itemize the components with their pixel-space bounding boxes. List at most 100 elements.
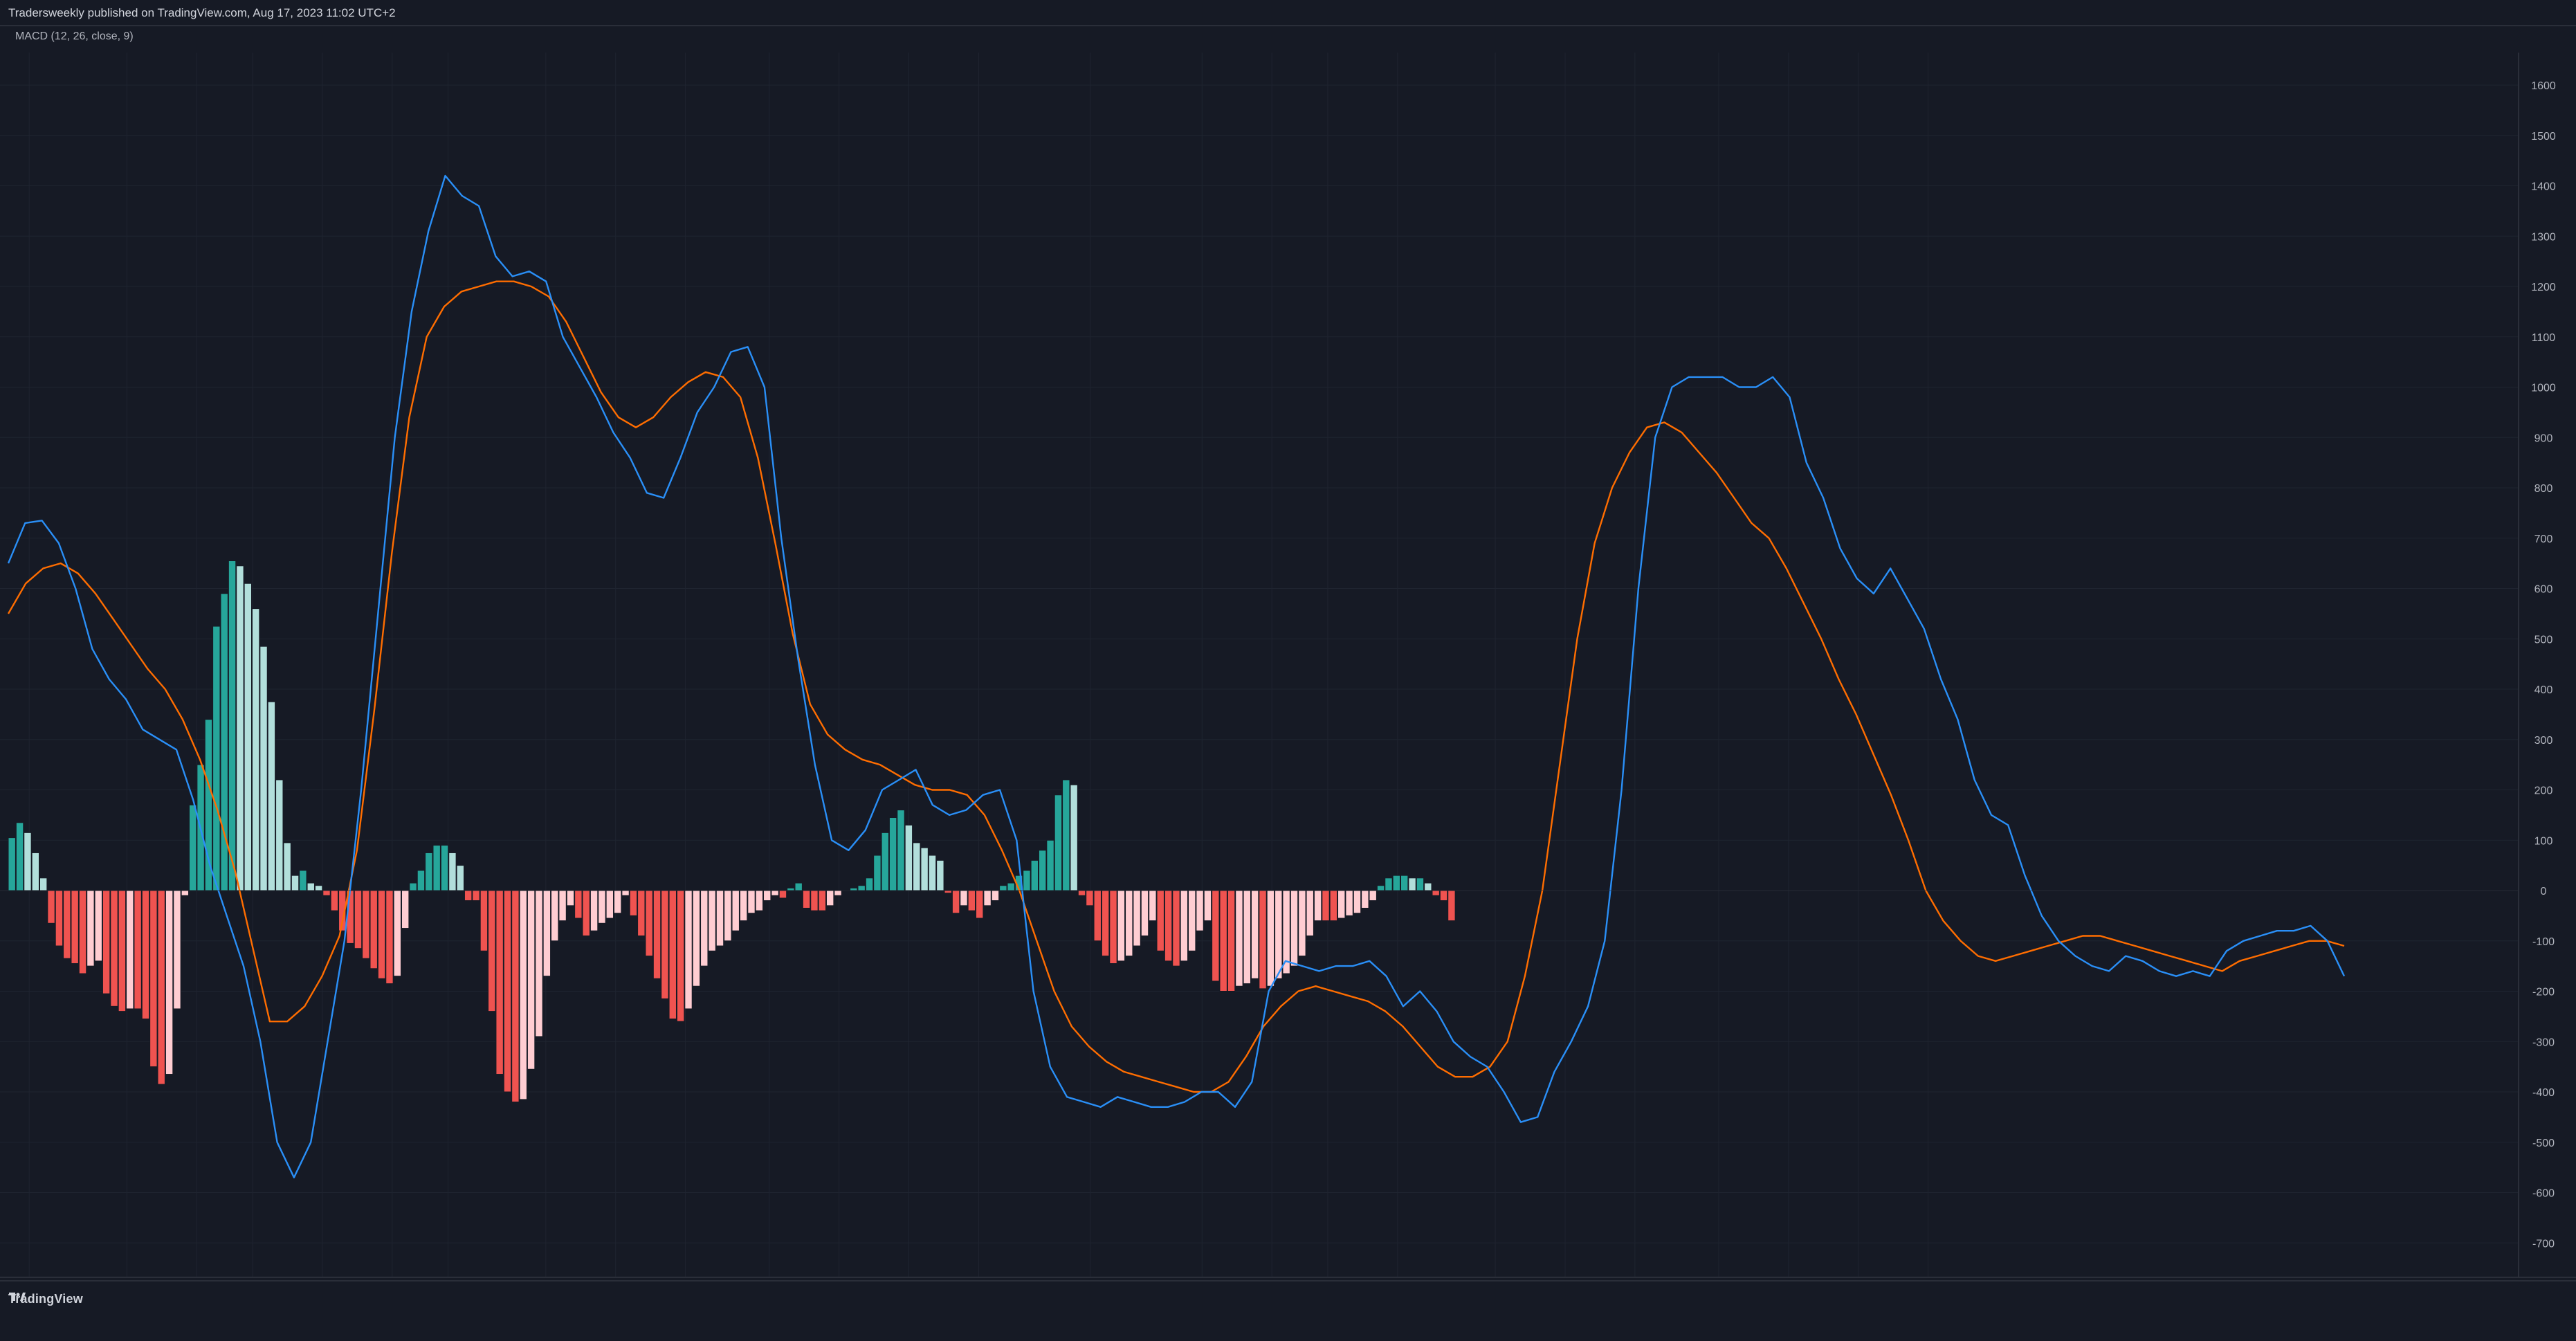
histogram-bar (1030, 859, 1039, 891)
histogram-bar (393, 890, 402, 977)
histogram-bar (1376, 885, 1385, 891)
histogram-bar (1337, 890, 1346, 919)
histogram-bar (928, 855, 937, 891)
histogram-bar (181, 890, 190, 896)
histogram-bar (488, 890, 496, 1012)
histogram-bar (787, 887, 795, 891)
histogram-bar (834, 890, 842, 896)
histogram-bar (913, 842, 921, 891)
histogram-bar (385, 890, 394, 985)
histogram-bar (897, 810, 905, 891)
histogram-bar (1093, 890, 1102, 942)
macd-chart[interactable]: 1600150014001300120011001000900800700600… (0, 26, 2576, 1341)
signal-line (7, 280, 2345, 1093)
histogram-bar (464, 890, 473, 902)
indicator-legend[interactable]: MACD (12, 26, close, 9) (15, 30, 134, 42)
histogram-bar (715, 890, 724, 947)
histogram-bar (220, 593, 228, 891)
y-tick-label: -100 (2532, 936, 2555, 948)
histogram-bar (967, 890, 976, 911)
histogram-bar (794, 882, 803, 891)
histogram-bar (165, 890, 174, 1075)
histogram-bar (440, 845, 449, 891)
histogram-bar (1109, 890, 1117, 964)
y-tick-label: 1100 (2532, 332, 2556, 344)
histogram-bar (1298, 890, 1306, 957)
histogram-bar (1219, 890, 1227, 992)
histogram-bar (354, 890, 363, 949)
histogram-bar (590, 890, 599, 931)
histogram-bar (558, 890, 567, 922)
histogram-bar (503, 890, 512, 1093)
histogram-bar (668, 890, 677, 1020)
histogram-bar (1156, 890, 1164, 951)
histogram-bar (1250, 890, 1259, 979)
y-tick-label: -700 (2532, 1238, 2555, 1250)
histogram-bar (1086, 890, 1094, 906)
histogram-bar (976, 890, 984, 919)
histogram-bar (118, 890, 127, 1012)
y-tick-label: 400 (2534, 684, 2553, 696)
histogram-bar (251, 608, 260, 891)
histogram-bar (1416, 877, 1425, 891)
histogram-bar (1447, 890, 1456, 922)
histogram-bar (1149, 890, 1157, 922)
histogram-bar (369, 890, 378, 969)
y-tick-label: 1200 (2531, 282, 2556, 293)
histogram-bar (1275, 890, 1283, 979)
histogram-bar (1007, 882, 1015, 891)
histogram-bar (519, 890, 527, 1100)
chart-pane[interactable]: 1600 1500 1400 1300 1200 1100 1000 900 800 700 600… (0, 26, 2576, 1301)
histogram-bar (1408, 877, 1416, 891)
histogram-bar (629, 890, 638, 916)
macd-line (7, 174, 2346, 1178)
histogram-bar (330, 890, 339, 911)
histogram-bar (582, 890, 590, 936)
histogram-bar (417, 870, 426, 891)
histogram-bar (173, 890, 181, 1010)
histogram-bar (1133, 890, 1141, 947)
histogram-bar (8, 837, 16, 891)
histogram-bar (259, 646, 268, 891)
histogram-bar (31, 852, 40, 891)
y-tick-label: -200 (2532, 987, 2555, 998)
histogram-bar (991, 890, 1000, 902)
histogram-bar (920, 847, 929, 891)
histogram-bar (204, 719, 213, 891)
histogram-bar (1329, 890, 1338, 922)
histogram-bar (645, 890, 653, 957)
histogram-bar (511, 890, 520, 1103)
histogram-bar (1392, 875, 1401, 891)
histogram-bar (724, 890, 732, 942)
histogram-bar (551, 890, 559, 942)
histogram-bar (1439, 890, 1448, 902)
histogram-bar (157, 890, 165, 1085)
histogram-bar (1062, 779, 1070, 891)
histogram-bar (1046, 839, 1054, 891)
histogram-bar (1054, 794, 1063, 891)
histogram-bar (228, 560, 237, 891)
y-tick-label: -300 (2532, 1037, 2555, 1048)
histogram-bar (888, 817, 897, 891)
histogram-bar (322, 890, 331, 896)
histogram-bar (936, 859, 944, 891)
histogram-bar (747, 890, 756, 914)
brand-text: TradingView (8, 1291, 83, 1306)
histogram-bar (275, 779, 284, 891)
histogram-bar (141, 890, 150, 1020)
histogram-bar (78, 890, 87, 974)
histogram-bar (1345, 890, 1353, 916)
histogram-bar (1235, 890, 1243, 987)
y-tick-label: 500 (2534, 634, 2553, 646)
histogram-bar (1140, 890, 1149, 936)
histogram-bar (1432, 890, 1440, 896)
histogram-bar (401, 890, 410, 929)
tradingview-logo-icon (9, 1293, 26, 1301)
histogram-bar (1196, 890, 1204, 931)
histogram-bar (24, 832, 32, 891)
histogram-bar (708, 890, 716, 951)
histogram-bar (999, 885, 1007, 891)
histogram-bar (873, 855, 881, 891)
histogram-bar (71, 890, 79, 964)
histogram-bar (755, 890, 764, 911)
